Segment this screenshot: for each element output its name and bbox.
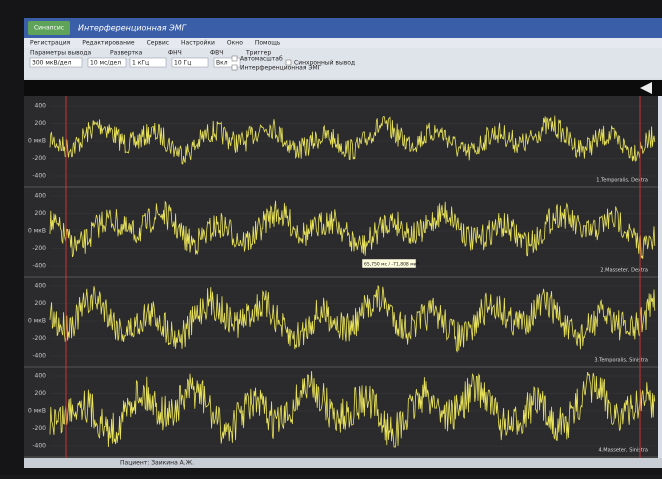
status-bar [24, 458, 662, 468]
y-tick-label: 400 [35, 103, 47, 110]
y-tick-label: -400 [32, 353, 46, 360]
toolbar-field-text: 300 мкВ/дел [32, 60, 71, 67]
menu-item[interactable]: Окно [227, 40, 243, 47]
status-text: Пациент: Заикина А.Ж. [120, 460, 194, 467]
y-tick-label: 0 мкВ [28, 408, 46, 415]
checkbox-label: Автомасштаб [240, 56, 283, 63]
menu-item[interactable]: Настройки [181, 40, 215, 47]
title-bar [24, 18, 662, 38]
menu-item[interactable]: Помощь [255, 40, 281, 47]
checkbox[interactable] [285, 59, 292, 66]
toolbar-field[interactable] [171, 57, 209, 68]
y-tick-label: 200 [35, 210, 47, 217]
toolbar-field[interactable] [29, 57, 83, 68]
toolbar-label: ФВЧ [210, 50, 223, 57]
logo-text: Синапсис [34, 25, 64, 32]
overview-strip [24, 80, 662, 96]
y-tick-label: -400 [32, 263, 46, 270]
emg-trace [49, 285, 656, 353]
logo-button[interactable] [28, 21, 70, 35]
menu-item[interactable]: Регистрация [30, 40, 71, 47]
emg-trace [49, 200, 656, 259]
toolbar-field[interactable] [129, 57, 167, 68]
toolbar-field[interactable] [87, 57, 127, 68]
cursor-tooltip [361, 258, 417, 269]
toolbar-field[interactable] [213, 57, 241, 68]
window-title: Интерференционная ЭМГ [78, 24, 187, 33]
y-tick-label: -200 [32, 425, 46, 432]
y-tick-label: 0 мкВ [28, 318, 46, 325]
toolbar-label: Параметры вывода [30, 50, 91, 57]
checkbox-label: Синхронный вывод [294, 60, 355, 67]
channel-label: 1.Temporalis, Dextra [596, 178, 648, 184]
menu-item[interactable]: Редактирование [82, 40, 135, 47]
scroll-arrow[interactable] [640, 82, 652, 94]
y-tick-label: 0 мкВ [28, 228, 46, 235]
emg-trace [49, 370, 656, 448]
checkbox[interactable] [231, 64, 238, 71]
y-tick-label: 400 [35, 283, 47, 290]
toolbar-label: ФНЧ [168, 50, 182, 57]
y-tick-label: -400 [32, 173, 46, 180]
y-tick-label: -200 [32, 245, 46, 252]
checkbox-label: Интерференционная ЭМГ [240, 65, 322, 72]
menu-bar [24, 38, 662, 48]
y-tick-label: 400 [35, 193, 47, 200]
y-tick-label: 200 [35, 120, 47, 127]
y-tick-label: -200 [32, 335, 46, 342]
emg-trace [49, 115, 656, 165]
menu-item[interactable]: Сервис [147, 40, 169, 47]
toolbar-field-text: Вкл [216, 60, 228, 67]
y-tick-label: 200 [35, 300, 47, 307]
checkbox[interactable] [231, 55, 238, 62]
y-tick-label: 200 [35, 390, 47, 397]
cursor-tooltip-text: 65,750 мс / -71,808 мкВ [364, 262, 419, 268]
toolbar-field-text: 1 кГц [132, 60, 149, 67]
toolbar-label: Развертка [110, 50, 143, 57]
y-tick-label: 0 мкВ [28, 138, 46, 145]
channel-label: 4.Masseter, Sinistra [598, 448, 648, 454]
toolbar-field-text: 10 мс/дел [90, 60, 121, 67]
toolbar-label: Триггер [245, 50, 271, 57]
y-tick-label: 400 [35, 373, 47, 380]
y-tick-label: -200 [32, 155, 46, 162]
channel-label: 3.Temporalis, Sinistra [594, 358, 648, 364]
toolbar-field-text: 10 Гц [174, 60, 191, 67]
channel-label: 2.Masseter, Dextra [600, 268, 648, 274]
y-tick-label: -400 [32, 443, 46, 450]
